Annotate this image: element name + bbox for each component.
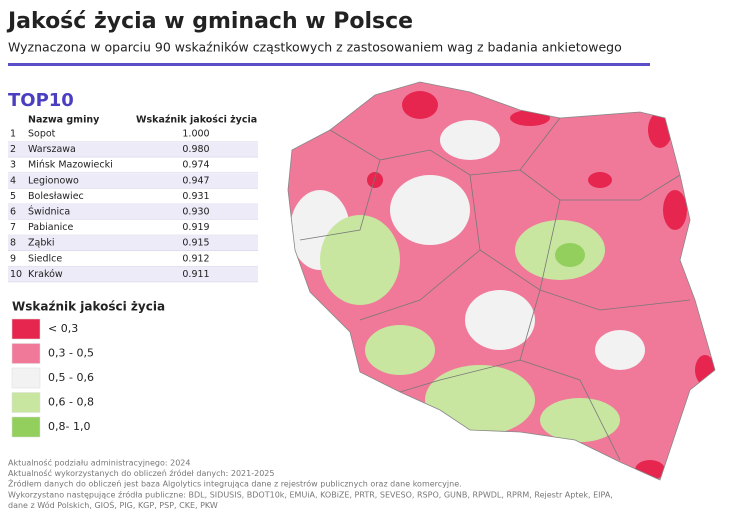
map-region — [465, 290, 535, 350]
rank: 4 — [10, 175, 16, 186]
rank: 7 — [10, 222, 16, 233]
row-bg — [8, 142, 258, 158]
map-region — [390, 175, 470, 245]
row-bg — [8, 266, 258, 282]
map-region — [588, 172, 612, 188]
table: 1 Sopot 1.000 2 Warszawa 0.980 3 Mińsk Mazowiec… — [8, 126, 258, 283]
footnote: Wykorzystano następujące źródła publiczn… — [8, 489, 613, 499]
rank: 5 — [10, 191, 16, 202]
rank: 3 — [10, 160, 16, 171]
region-border — [299, 117, 691, 461]
gmina-name: Legionowo — [28, 175, 79, 186]
map-region — [367, 172, 383, 188]
legend-swatch — [11, 367, 41, 389]
legend-swatch — [11, 318, 41, 340]
gmina-name: Warszawa — [28, 144, 76, 155]
rank: 2 — [10, 144, 16, 155]
map-region — [425, 365, 535, 435]
rank: 9 — [10, 253, 16, 264]
gmina-name: Sopot — [28, 129, 56, 140]
row-bg — [8, 204, 258, 220]
index-value: 1.000 — [182, 129, 209, 140]
row-bg — [8, 126, 258, 142]
gmina-name: Bolesławiec — [28, 191, 84, 202]
rank: 6 — [10, 207, 16, 218]
footnote: Aktualność wykorzystanych do obliczeń źr… — [8, 468, 274, 478]
gmina-name: Siedlce — [28, 253, 62, 264]
subtitle: Wyznaczona w oparciu 90 wskaźników cząst… — [8, 40, 622, 55]
gmina-name: Świdnica — [28, 206, 70, 218]
map-region — [595, 330, 645, 370]
row-bg — [8, 173, 258, 189]
index-value: 0.930 — [182, 207, 209, 218]
footnote: Aktualność podziału administracyjnego: 2… — [8, 458, 190, 468]
country-border — [287, 81, 716, 481]
gmina-name: Kraków — [28, 269, 63, 280]
index-value: 0.911 — [182, 269, 209, 280]
footnote: Źródłem danych do obliczeń jest baza Alg… — [8, 478, 462, 489]
map-region — [555, 243, 585, 267]
legend-label: 0,5 - 0,6 — [48, 371, 94, 384]
map-region — [320, 215, 400, 305]
title: Jakość życia w gminach w Polsce — [6, 9, 413, 34]
index-value: 0.947 — [182, 175, 209, 186]
gmina-name: Ząbki — [28, 238, 55, 249]
column-header: Wskaźnik jakości życia — [136, 115, 257, 126]
row-bg — [8, 235, 258, 251]
index-value: 0.919 — [182, 222, 209, 233]
legend-swatch — [11, 343, 41, 364]
legend-swatch — [11, 392, 41, 413]
map-region — [440, 120, 500, 160]
divider — [8, 63, 650, 66]
legend-label: 0,8- 1,0 — [48, 420, 90, 433]
footnotes: Aktualność podziału administracyjnego: 2… — [8, 458, 613, 510]
column-header: Nazwa gminy — [28, 115, 100, 126]
index-value: 0.915 — [182, 238, 209, 249]
map-region — [663, 190, 687, 230]
index-value: 0.974 — [182, 160, 209, 171]
row-bg — [8, 220, 258, 236]
map-region — [635, 460, 665, 480]
map-region — [365, 325, 435, 375]
index-value: 0.912 — [182, 253, 209, 264]
legend-label: < 0,3 — [48, 322, 78, 335]
row-bg — [8, 157, 258, 173]
top10-title: TOP10 — [8, 90, 74, 111]
map-region — [540, 398, 620, 442]
gmina-name: Mińsk Mazowiecki — [28, 160, 113, 171]
legend-label: 0,6 - 0,8 — [48, 396, 94, 409]
row-bg — [8, 251, 258, 267]
legend-title: Wskaźnik jakości życia — [12, 300, 165, 314]
footnote: dane z Wód Polskich, GIOŚ, PIG, KGP, PSP… — [8, 499, 218, 510]
legend: < 0,3 0,3 - 0,5 0,5 - 0,6 0,6 - 0,8 0,8- 1,0 — [11, 318, 94, 438]
rank: 8 — [10, 238, 16, 249]
rank: 1 — [10, 129, 16, 140]
rank: 10 — [10, 269, 22, 280]
index-value: 0.980 — [182, 144, 209, 155]
row-bg — [8, 188, 258, 204]
legend-label: 0,3 - 0,5 — [48, 347, 94, 360]
gmina-name: Pabianice — [28, 222, 73, 233]
map — [287, 81, 716, 481]
legend-swatch — [11, 416, 41, 438]
index-value: 0.931 — [182, 191, 209, 202]
map-region — [402, 91, 438, 119]
